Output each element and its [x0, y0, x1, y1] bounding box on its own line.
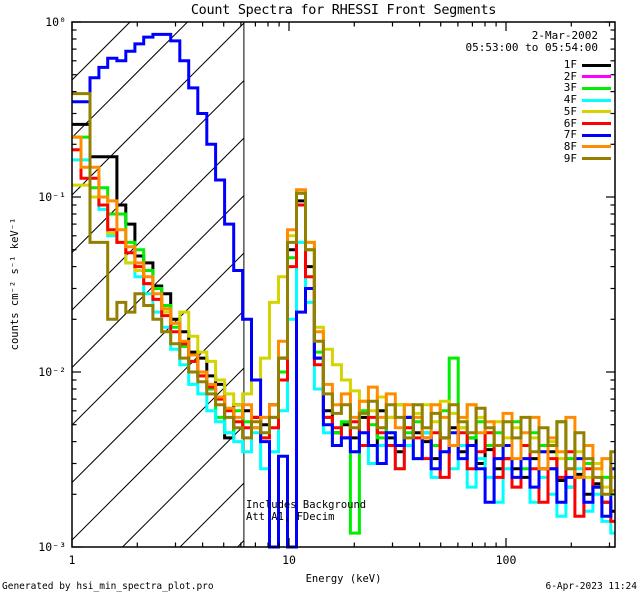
- series-9F: [72, 92, 615, 496]
- x-tick-labels: 1 10 100: [69, 553, 517, 567]
- legend-item-4F: 4F: [520, 94, 611, 106]
- observation-datetime: 2-Mar-2002 05:53:00 to 05:54:00: [466, 30, 598, 54]
- legend-item-8F: 8F: [520, 139, 611, 153]
- svg-text:100: 100: [496, 553, 517, 567]
- legend-item-7F: 7F: [520, 129, 611, 141]
- hatched-region: [71, 21, 245, 548]
- legend-swatch: [582, 145, 611, 149]
- legend: 1F 2F 3F 4F 5F 6F 7F 8F 9F: [520, 59, 611, 169]
- legend-swatch: [582, 98, 611, 102]
- footer-generator-program: Generated by hsi_min_spectra_plot.pro: [2, 581, 214, 592]
- svg-text:10: 10: [282, 553, 296, 567]
- observation-date: 2-Mar-2002: [531, 29, 598, 42]
- legend-label: 9F: [563, 151, 577, 165]
- series-6F: [72, 148, 615, 523]
- spectra-series: [72, 32, 615, 549]
- series-3F: [72, 135, 615, 535]
- annotation-attenuator-state: Att A1, FDecim: [246, 510, 335, 523]
- legend-label: 3F: [563, 81, 577, 95]
- plot-annotations: Includes Background Att A1, FDecim: [246, 499, 367, 523]
- x-axis-label: Energy (keV): [305, 573, 382, 585]
- svg-text:1: 1: [69, 553, 76, 567]
- svg-text:10⁻³: 10⁻³: [38, 540, 66, 554]
- series-4F: [72, 158, 615, 535]
- annotation-includes-background: Includes Background: [246, 499, 367, 511]
- legend-swatch: [582, 86, 611, 90]
- legend-swatch: [582, 133, 611, 137]
- plot-frame: [71, 21, 616, 548]
- svg-text:10⁻²: 10⁻²: [38, 365, 66, 379]
- legend-item-1F: 1F: [520, 59, 611, 71]
- legend-item-9F: 9F: [520, 151, 611, 165]
- legend-swatch: [582, 157, 611, 161]
- legend-swatch: [582, 122, 611, 125]
- svg-text:10⁰: 10⁰: [45, 15, 66, 29]
- legend-swatch: [582, 110, 611, 114]
- legend-item-3F: 3F: [520, 82, 611, 94]
- series-7F: [72, 32, 615, 549]
- legend-item-6F: 6F: [520, 116, 611, 130]
- legend-label: 2F: [563, 69, 577, 83]
- observation-time-range: 05:53:00 to 05:54:00: [465, 41, 598, 54]
- legend-item-2F: 2F: [520, 69, 611, 83]
- series-5F: [72, 183, 615, 489]
- legend-swatch: [582, 63, 611, 67]
- legend-item-5F: 5F: [520, 104, 611, 118]
- axis-ticks: [71, 21, 615, 548]
- legend-label: 6F: [563, 116, 577, 130]
- y-axis-label: counts cm⁻² s⁻¹ keV⁻¹: [9, 217, 21, 351]
- chart-title: Count Spectra for RHESSI Front Segments: [190, 2, 497, 18]
- svg-text:10⁻¹: 10⁻¹: [38, 190, 66, 204]
- legend-swatch: [582, 75, 611, 79]
- y-tick-labels: 10⁰ 10⁻¹ 10⁻² 10⁻³: [38, 15, 66, 554]
- footer-generated-timestamp: 6-Apr-2023 11:24: [545, 581, 637, 592]
- legend-label: 1F: [563, 58, 577, 71]
- legend-label: 7F: [563, 128, 577, 142]
- legend-label: 8F: [563, 139, 577, 153]
- legend-label: 4F: [563, 93, 577, 107]
- legend-label: 5F: [563, 104, 577, 118]
